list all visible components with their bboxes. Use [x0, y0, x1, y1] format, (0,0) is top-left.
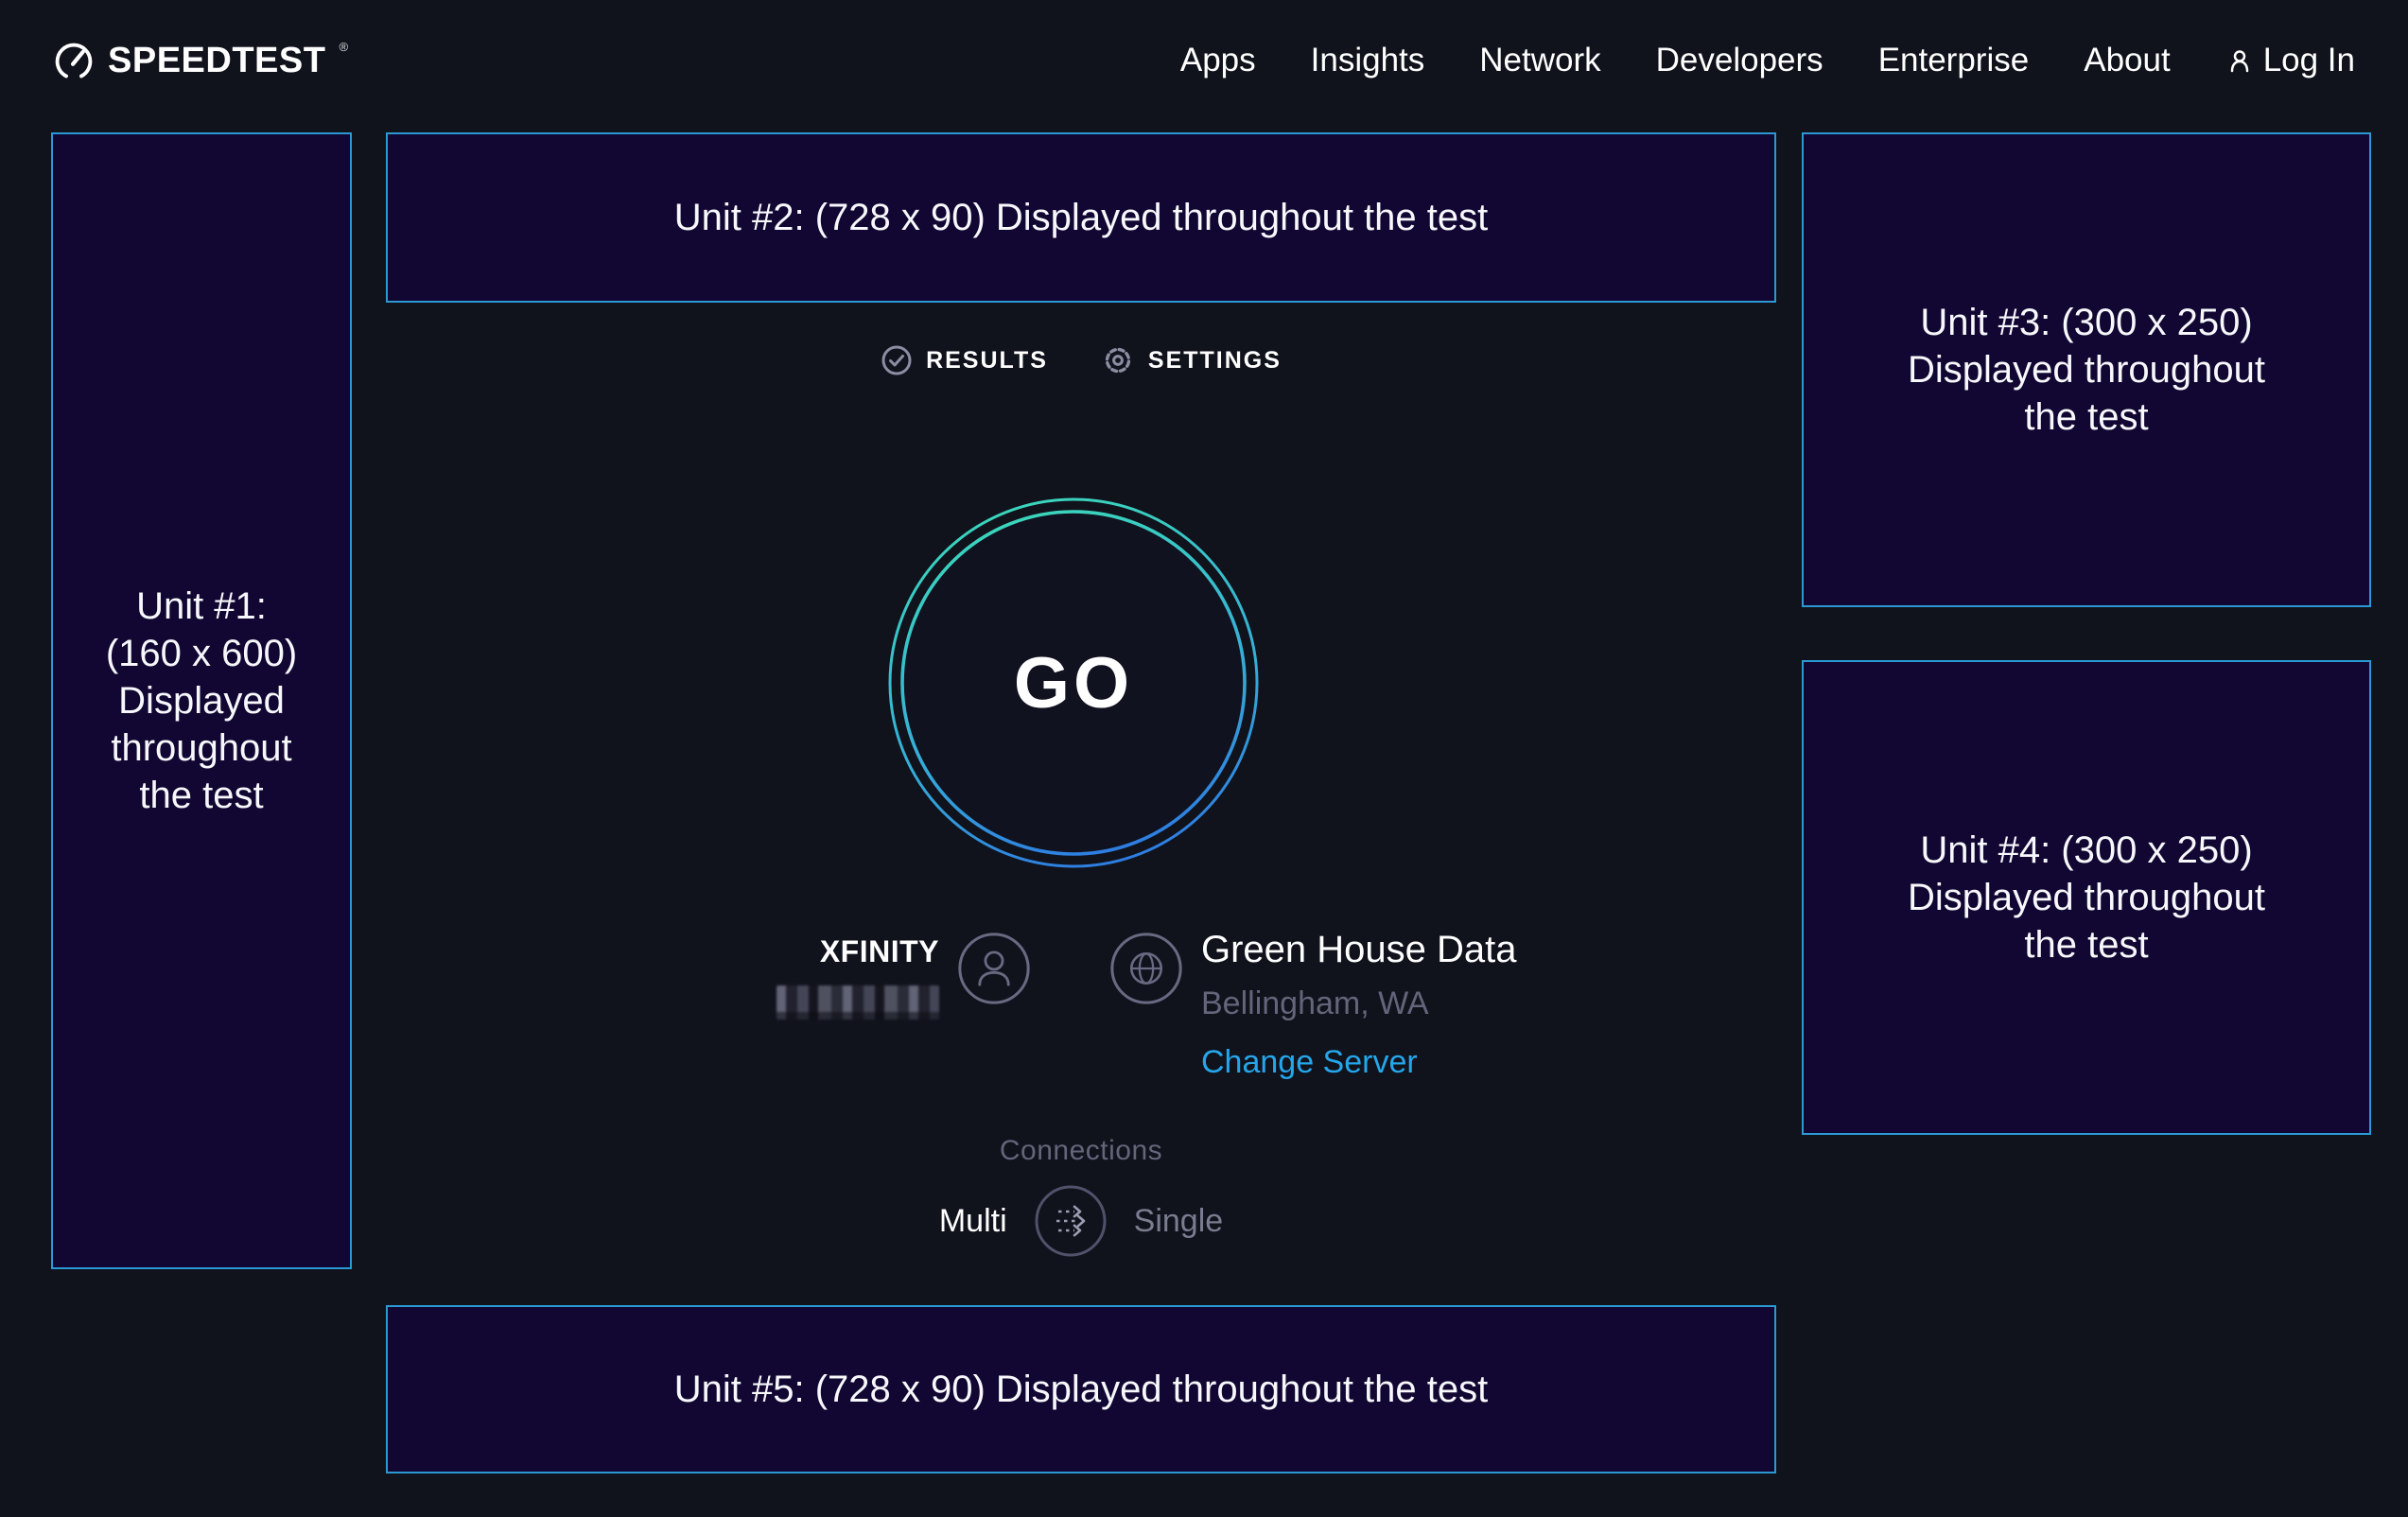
tab-settings-label: SETTINGS [1147, 346, 1282, 374]
nav-item-enterprise[interactable]: Enterprise [1877, 42, 2030, 78]
logo-registered-mark: ® [339, 40, 349, 54]
tabs-bar: RESULTS SETTINGS [386, 340, 1776, 380]
connections-mode-multi[interactable]: Multi [938, 1202, 1007, 1239]
ad-unit-3[interactable]: Unit #3: (300 x 250) Displayed throughou… [1802, 132, 2371, 607]
tab-settings[interactable]: SETTINGS [1101, 343, 1282, 377]
check-circle-icon [881, 345, 912, 375]
nav-item-about[interactable]: About [2084, 42, 2171, 78]
speedtest-gauge-icon [55, 43, 93, 80]
tab-results-label: RESULTS [926, 346, 1048, 374]
go-button[interactable]: GO [884, 494, 1263, 872]
ad-unit-5[interactable]: Unit #5: (728 x 90) Displayed throughout… [386, 1305, 1776, 1473]
nav-item-developers[interactable]: Developers [1655, 42, 1823, 78]
change-server-link[interactable]: Change Server [1201, 1044, 1418, 1080]
server-name: Green House Data [1201, 929, 1517, 970]
isp-user-icon [958, 933, 1030, 1004]
connections-toggle-row: Multi Single [386, 1184, 1776, 1258]
connection-info: XFINITY Green House Data Bellingham, WA … [386, 927, 1776, 1097]
ad-unit-4[interactable]: Unit #4: (300 x 250) Displayed throughou… [1802, 660, 2371, 1135]
connections-label: Connections [999, 1135, 1163, 1166]
tab-results[interactable]: RESULTS [881, 344, 1048, 376]
ad-unit-2[interactable]: Unit #2: (728 x 90) Displayed throughout… [386, 132, 1776, 303]
go-button-rings [888, 497, 1259, 868]
nav-item-network[interactable]: Network [1479, 42, 1601, 78]
isp-name[interactable]: XFINITY [819, 934, 939, 968]
ad-unit-1[interactable]: Unit #1: (160 x 600) Displayed throughou… [51, 132, 352, 1269]
ad-unit-2-text: Unit #2: (728 x 90) Displayed throughout… [673, 197, 1489, 238]
nav-item-login[interactable]: Log In [2225, 42, 2355, 79]
user-icon [2230, 50, 2248, 73]
nav-item-apps[interactable]: Apps [1179, 42, 1256, 78]
server-location: Bellingham, WA [1201, 985, 1429, 1021]
connections-section: Connections Multi Single [386, 1135, 1776, 1258]
login-label: Log In [2262, 42, 2355, 78]
ad-unit-1-text: Unit #1: (160 x 600) Displayed throughou… [105, 585, 298, 816]
ip-address-redacted [776, 985, 939, 1020]
ad-unit-3-text: Unit #3: (300 x 250) Displayed throughou… [1907, 302, 2266, 438]
ad-unit-4-text: Unit #4: (300 x 250) Displayed throughou… [1907, 829, 2266, 966]
logo-text: SPEEDTEST [108, 41, 326, 80]
go-button-label: GO [1013, 642, 1134, 724]
server-globe-icon [1110, 933, 1182, 1004]
ad-unit-5-text: Unit #5: (728 x 90) Displayed throughout… [673, 1369, 1489, 1410]
main-nav: Apps Insights Network Developers Enterpr… [1180, 42, 2355, 79]
gear-icon [1105, 347, 1131, 374]
multi-connection-toggle-icon[interactable] [1034, 1184, 1108, 1258]
nav-item-insights[interactable]: Insights [1310, 42, 1425, 78]
header: SPEEDTEST ® Apps Insights Network Develo… [0, 0, 2408, 121]
logo[interactable]: SPEEDTEST ® [53, 39, 348, 82]
connections-mode-single[interactable]: Single [1133, 1202, 1224, 1239]
